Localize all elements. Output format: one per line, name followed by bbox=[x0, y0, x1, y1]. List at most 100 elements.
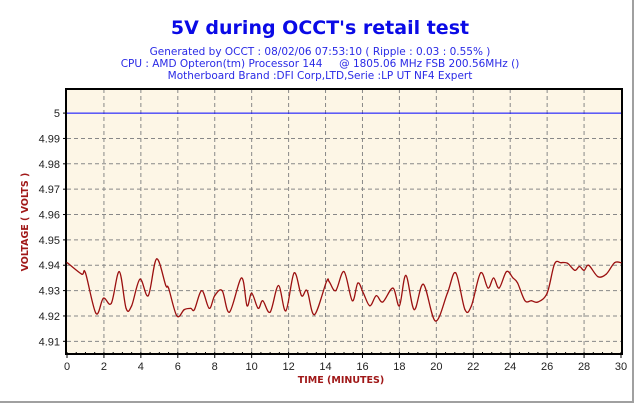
data-point bbox=[131, 305, 133, 307]
data-point bbox=[335, 290, 337, 292]
data-point bbox=[257, 307, 259, 309]
data-point bbox=[351, 300, 353, 302]
data-point bbox=[392, 287, 394, 289]
plot-border bbox=[65, 88, 623, 355]
y-tick-label: 4.99 bbox=[39, 133, 60, 145]
y-tick-label: 4.98 bbox=[39, 159, 60, 171]
data-point bbox=[325, 281, 328, 283]
data-point bbox=[300, 295, 303, 297]
data-point bbox=[362, 292, 364, 294]
data-point bbox=[269, 311, 271, 313]
data-point bbox=[375, 295, 377, 297]
x-tick-label: 6 bbox=[175, 361, 181, 373]
data-point bbox=[422, 283, 425, 285]
x-axis-label: TIME (MINUTES) bbox=[298, 375, 384, 386]
data-point bbox=[512, 277, 514, 279]
x-tick-label: 28 bbox=[578, 361, 590, 373]
data-point bbox=[313, 314, 316, 316]
data-point bbox=[228, 311, 231, 313]
y-tick-label: 4.91 bbox=[39, 336, 60, 348]
data-point bbox=[583, 269, 585, 271]
data-point bbox=[524, 300, 526, 302]
x-tick-label: 4 bbox=[138, 361, 144, 373]
data-point bbox=[208, 307, 210, 309]
data-point bbox=[530, 300, 533, 302]
data-point bbox=[455, 272, 457, 274]
data-point bbox=[277, 284, 280, 287]
data-point bbox=[605, 273, 607, 275]
data-point bbox=[262, 300, 264, 302]
data-point bbox=[155, 258, 158, 260]
data-point bbox=[240, 277, 243, 279]
subtitle-cpu: CPU : AMD Opteron(tm) Processor 144 @ 18… bbox=[120, 58, 520, 70]
data-point bbox=[505, 270, 508, 273]
x-tick-label: 18 bbox=[393, 361, 405, 373]
x-tick-label: 30 bbox=[615, 361, 627, 373]
y-tick-label: 4.97 bbox=[39, 184, 60, 196]
data-point bbox=[470, 305, 473, 307]
data-point bbox=[246, 305, 248, 307]
data-point bbox=[446, 292, 449, 294]
data-point bbox=[95, 312, 97, 315]
data-point bbox=[328, 281, 330, 283]
y-axis-label: VOLTAGE ( VOLTS ) bbox=[20, 173, 31, 272]
data-point bbox=[588, 264, 590, 266]
data-point bbox=[190, 307, 192, 309]
x-tick-label: 24 bbox=[504, 361, 516, 373]
x-tick-label: 22 bbox=[467, 361, 479, 373]
data-point bbox=[293, 272, 295, 274]
data-point bbox=[165, 284, 167, 287]
data-point bbox=[81, 273, 83, 275]
y-tick-label: 5 bbox=[54, 108, 60, 120]
data-point bbox=[613, 262, 616, 264]
data-point bbox=[413, 309, 415, 311]
y-tick-label: 4.92 bbox=[39, 311, 60, 323]
data-point bbox=[251, 292, 253, 294]
data-point bbox=[369, 305, 371, 307]
data-point bbox=[306, 290, 308, 292]
data-point bbox=[382, 301, 384, 303]
data-point bbox=[398, 305, 400, 307]
data-point bbox=[221, 290, 223, 292]
data-point bbox=[574, 269, 576, 271]
x-tick-label: 2 bbox=[101, 361, 107, 373]
data-point bbox=[68, 263, 70, 265]
data-point bbox=[516, 282, 519, 284]
data-point bbox=[167, 287, 170, 289]
data-point bbox=[620, 262, 622, 264]
data-point bbox=[183, 309, 185, 311]
data-point bbox=[285, 310, 287, 312]
x-tick-label: 14 bbox=[319, 361, 331, 373]
data-point bbox=[102, 297, 104, 299]
data-point bbox=[193, 309, 196, 311]
subtitle-generated: Generated by OCCT : 08/02/06 07:53:10 ( … bbox=[149, 46, 491, 58]
x-tick-label: 12 bbox=[282, 361, 294, 373]
data-point bbox=[84, 272, 87, 274]
data-point bbox=[405, 274, 407, 276]
data-point bbox=[498, 287, 500, 289]
y-tick-label: 4.93 bbox=[39, 286, 60, 298]
data-point bbox=[537, 301, 539, 303]
data-point bbox=[110, 302, 112, 304]
x-tick-label: 16 bbox=[356, 361, 368, 373]
x-tick-label: 0 bbox=[64, 361, 70, 373]
data-point bbox=[597, 276, 599, 278]
data-point bbox=[487, 287, 489, 289]
data-point bbox=[546, 292, 548, 294]
data-point bbox=[139, 278, 141, 280]
data-point bbox=[214, 295, 216, 297]
data-point bbox=[434, 320, 437, 322]
chart-title: 5V during OCCT's retail test bbox=[170, 17, 470, 39]
data-point bbox=[176, 315, 178, 317]
data-point bbox=[464, 309, 466, 311]
data-point bbox=[125, 307, 127, 309]
data-point bbox=[343, 270, 345, 273]
data-point bbox=[560, 262, 562, 264]
data-point bbox=[492, 277, 495, 279]
x-tick-label: 20 bbox=[430, 361, 442, 373]
data-point bbox=[66, 262, 68, 264]
data-point bbox=[553, 263, 556, 265]
y-tick-label: 4.94 bbox=[39, 260, 60, 272]
y-tick-label: 4.95 bbox=[39, 235, 60, 247]
